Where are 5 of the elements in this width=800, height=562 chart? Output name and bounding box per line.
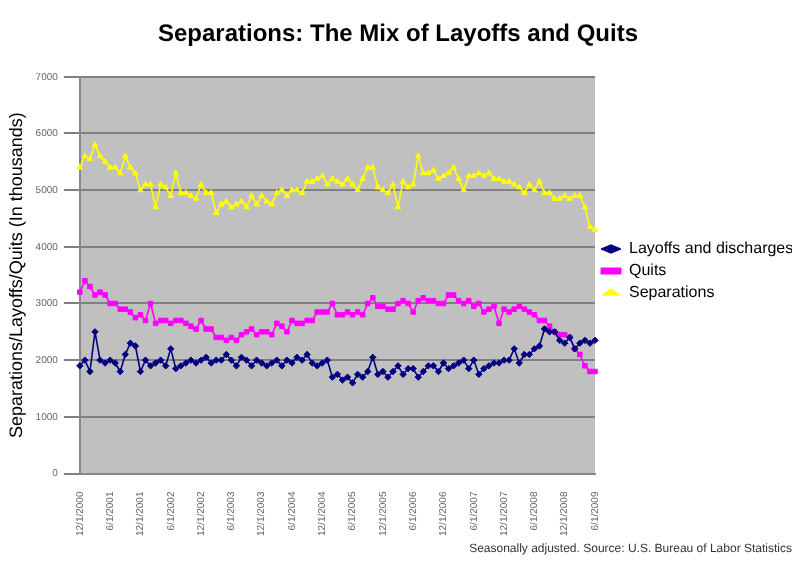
chart-title: Separations: The Mix of Layoffs and Quits bbox=[157, 19, 639, 48]
legend-label: Quits bbox=[629, 261, 667, 280]
legend-label: Layoffs and discharges bbox=[629, 239, 794, 258]
y-axis-title: Separations/Layoffs/Quits (In thousands) bbox=[5, 112, 26, 439]
legend-label: Separations bbox=[629, 283, 715, 302]
